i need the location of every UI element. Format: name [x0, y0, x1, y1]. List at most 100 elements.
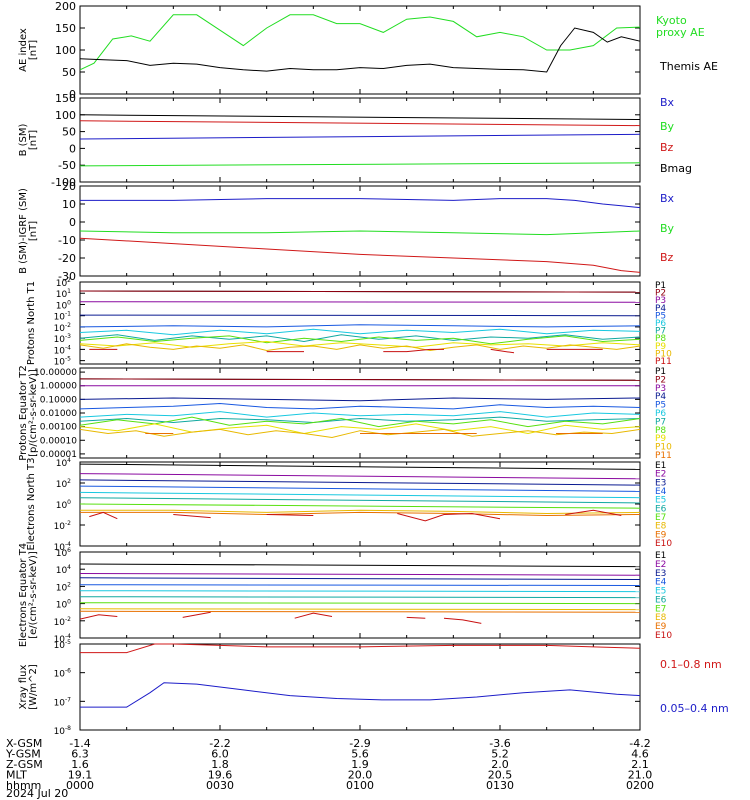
legend-p7: P7: [655, 327, 666, 337]
legend-p4: P4: [655, 304, 666, 314]
legend-p6: P6: [655, 319, 666, 329]
x-row-value: -2.9: [349, 737, 370, 750]
y-axis-title: Electrons Equator T4: [18, 543, 29, 647]
x-row-value: 0130: [486, 779, 514, 792]
legend-e7: E7: [655, 513, 666, 523]
x-row-value: 2.1: [631, 758, 649, 771]
panel-protonsE: 10.00000 1.00000 0.10000 0.01000 0.00100 0.00…: [18, 365, 672, 461]
y-tick-label: 10-2: [54, 520, 72, 532]
series-line-p7: [79, 334, 641, 343]
y-tick-label: 100: [56, 499, 71, 511]
series-line-e9: [79, 610, 641, 613]
x-row-value: 2.0: [491, 758, 509, 771]
legend-bsm-bmag: Bmag: [660, 162, 692, 175]
legend-p2: P2: [655, 375, 666, 385]
legend-bigrf-by: By: [660, 222, 675, 235]
panel-frame: [79, 281, 641, 365]
y-tick-label: 0: [69, 216, 76, 229]
x-row-value: 19.6: [208, 769, 233, 782]
legend-e3: E3: [655, 478, 666, 488]
y-axis-title: Protons North T1: [26, 281, 37, 365]
y-axis-title: B (SM)-IGRF (SM): [18, 188, 29, 274]
series-line-kyoto-proxy-ae: [79, 14, 641, 71]
series-line-p9: [79, 340, 641, 348]
panel-bsm: -100 -50 0 50 100 150 B (SM) [nT]: [18, 92, 641, 189]
x-row-label-y-gsm: Y-GSM: [5, 748, 41, 761]
y-tick-label: -100: [51, 176, 76, 189]
legend-p1: P1: [655, 281, 666, 291]
legend-e10: E10: [655, 631, 672, 641]
series-line-p10: [79, 343, 641, 352]
x-row-value: 0030: [206, 779, 234, 792]
x-row-value: 1.6: [71, 758, 89, 771]
series-line-p4: [79, 314, 641, 317]
legend-e6: E6: [655, 504, 667, 514]
y-tick-label: -30: [58, 270, 76, 283]
panel-bigrf: -30 -20 -10 0 10 20 B (SM)-IGRF (SM) [nT]: [18, 180, 641, 283]
series-line-e8: [80, 509, 641, 515]
series-line-p7: [79, 416, 641, 424]
legend-themis-ae: Themis AE: [659, 60, 718, 73]
legend-p2: P2: [655, 289, 666, 299]
legend-kyoto: Kyoto: [656, 14, 687, 27]
series-line-e1: [79, 463, 641, 470]
legend-e1: E1: [655, 551, 666, 561]
x-row-value: 5.2: [491, 748, 509, 761]
y-tick-label: 0.00010: [40, 436, 77, 446]
y-axis-unit: [nT]: [28, 221, 39, 241]
y-axis-title: Protons Equator T2: [18, 365, 29, 461]
panel-ae: 0 50 100 150 200 AE index [nT]: [18, 0, 641, 101]
x-row-value: -1.4: [69, 737, 90, 750]
y-tick-label: 10-5: [54, 356, 72, 368]
series-line-p10: [79, 428, 641, 439]
x-row-value: 5.6: [351, 748, 369, 761]
series-line-p8: [79, 335, 641, 345]
x-axis-labels: X-GSM -1.4 -2.2 -2.9 -3.6 -4.2 Y-GSM 6.3 6.0 5.6 5…: [5, 737, 654, 800]
series-line-e3: [79, 479, 641, 486]
legend-p8: P8: [655, 334, 666, 344]
legend-p11: P11: [655, 357, 672, 367]
series-line-bx: [79, 133, 641, 140]
legend-e3: E3: [655, 569, 666, 579]
legend-p10: P10: [655, 443, 672, 453]
y-tick-label: 100: [56, 299, 71, 311]
legend-e8: E8: [655, 613, 667, 623]
panel-frame: [79, 97, 641, 183]
y-tick-label: 0: [69, 88, 76, 101]
legend-e7: E7: [655, 604, 666, 614]
y-tick-label: 10-8: [54, 725, 72, 737]
legend-e8: E8: [655, 522, 667, 532]
series-line-e4: [79, 584, 641, 586]
legend-bsm-by: By: [660, 120, 675, 133]
y-tick-label: 200: [55, 0, 76, 13]
legend-p4: P4: [655, 392, 666, 402]
y-tick-label: 10.00000: [34, 368, 77, 378]
x-row-value: 19.1: [68, 769, 93, 782]
legend-bsm-bx: Bx: [660, 96, 675, 109]
x-row-value: 1.9: [351, 758, 369, 771]
legend-p3: P3: [655, 384, 666, 394]
y-tick-label: 0: [69, 142, 76, 155]
series-line-p6: [79, 411, 641, 418]
series-line-e6: [79, 497, 641, 504]
y-tick-label: 102: [56, 581, 71, 593]
legend-bsm-bz: Bz: [660, 141, 674, 154]
y-tick-label: 50: [62, 126, 76, 139]
legend-e10: E10: [655, 539, 672, 549]
series-line-by: [79, 230, 641, 236]
x-row-value: -2.2: [209, 737, 230, 750]
y-tick-label: 1.00000: [40, 382, 77, 392]
legend-bigrf-bx: Bx: [660, 192, 675, 205]
y-axis-unit: [nT]: [28, 40, 39, 60]
y-tick-label: 104: [56, 564, 71, 576]
series-line-e7: [79, 602, 641, 605]
x-row-value: 0100: [346, 779, 374, 792]
x-row-value: 6.3: [71, 748, 89, 761]
series-line-p11: [89, 348, 603, 354]
x-row-label-x-gsm: X-GSM: [6, 737, 42, 750]
legend-p1: P1: [655, 367, 666, 377]
legend-e4: E4: [655, 578, 667, 588]
y-tick-label: 100: [55, 44, 76, 57]
legend-p11: P11: [655, 451, 672, 461]
